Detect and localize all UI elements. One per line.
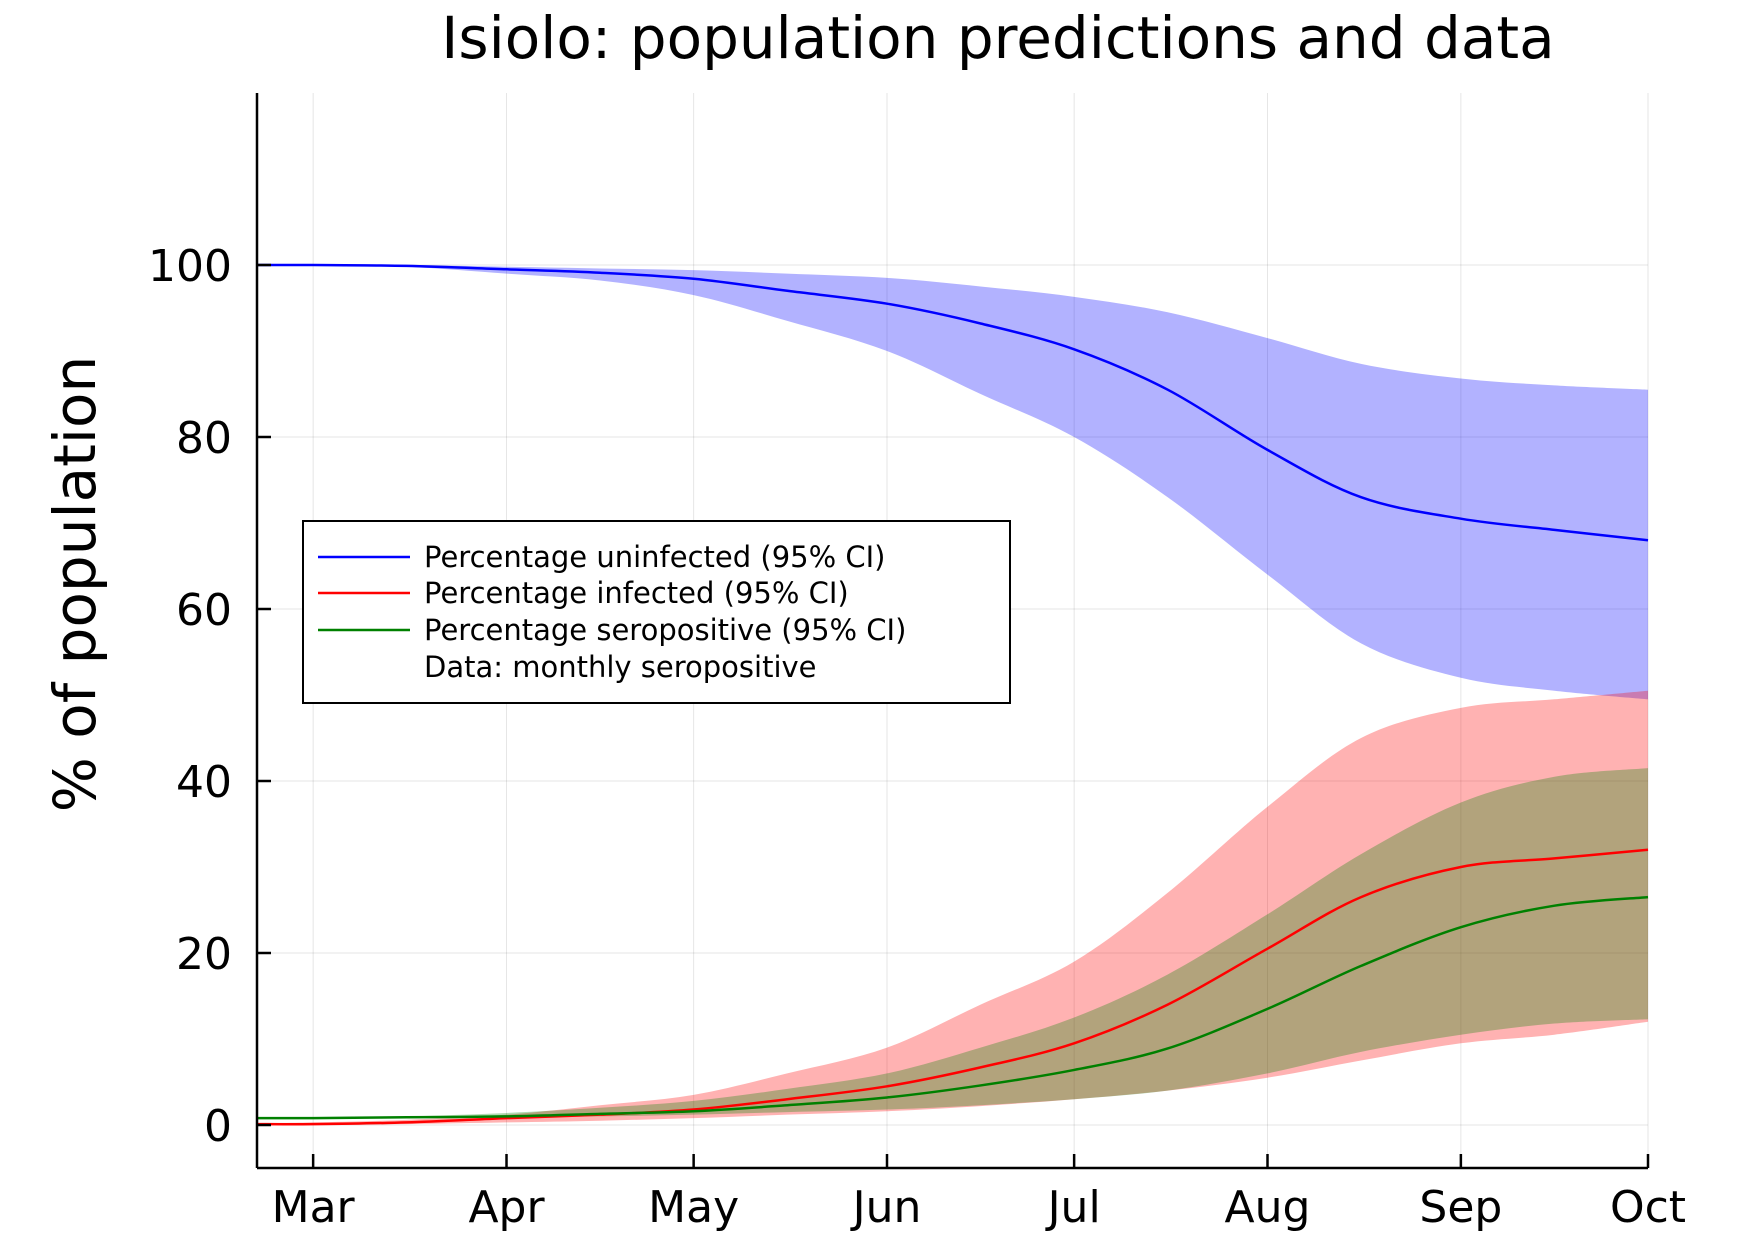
- x-tick-label: Jul: [1045, 1182, 1101, 1233]
- y-tick-label: 40: [176, 757, 232, 808]
- line-seropositive: [256, 895, 1649, 1120]
- confidence-bands: [257, 264, 1648, 1126]
- x-tick-label: Jun: [850, 1182, 922, 1233]
- band-uninfected: [257, 264, 1648, 700]
- y-tick-label: 60: [176, 585, 232, 636]
- legend-entry-seropositive: Percentage seropositive (95% CI): [424, 613, 906, 647]
- series-lines: [256, 263, 1649, 1126]
- legend-box: [302, 520, 1011, 704]
- line-infected: [256, 848, 1649, 1126]
- x-tick-label: Oct: [1610, 1182, 1686, 1233]
- legend: Percentage uninfected (95% CI) Percentag…: [302, 520, 1011, 704]
- line-uninfected: [256, 263, 1649, 542]
- legend-entry-infected: Percentage infected (95% CI): [424, 576, 849, 610]
- x-tick-label: Mar: [272, 1182, 356, 1233]
- band-infected: [257, 690, 1648, 1126]
- x-tick-label: May: [648, 1182, 739, 1233]
- axes: [255, 93, 1650, 1170]
- x-tick-label: Aug: [1225, 1182, 1311, 1233]
- legend-entry-uninfected: Percentage uninfected (95% CI): [424, 540, 886, 574]
- band-seropositive: [257, 768, 1648, 1119]
- x-tick-label: Sep: [1419, 1182, 1502, 1233]
- y-tick-label: 80: [176, 413, 232, 464]
- y-tick-label: 20: [176, 929, 232, 980]
- tick-labels: Mar Apr May Jun Jul Aug Sep Oct 0 20 40 60 80 100: [148, 241, 1686, 1233]
- x-tick-label: Apr: [468, 1182, 545, 1233]
- y-tick-label: 0: [204, 1101, 232, 1152]
- chart-title: Isiolo: population predictions and data: [441, 4, 1554, 72]
- legend-entry-data: Data: monthly seropositive: [424, 650, 817, 684]
- y-tick-label: 100: [148, 241, 232, 292]
- y-axis-label: % of population: [41, 356, 109, 813]
